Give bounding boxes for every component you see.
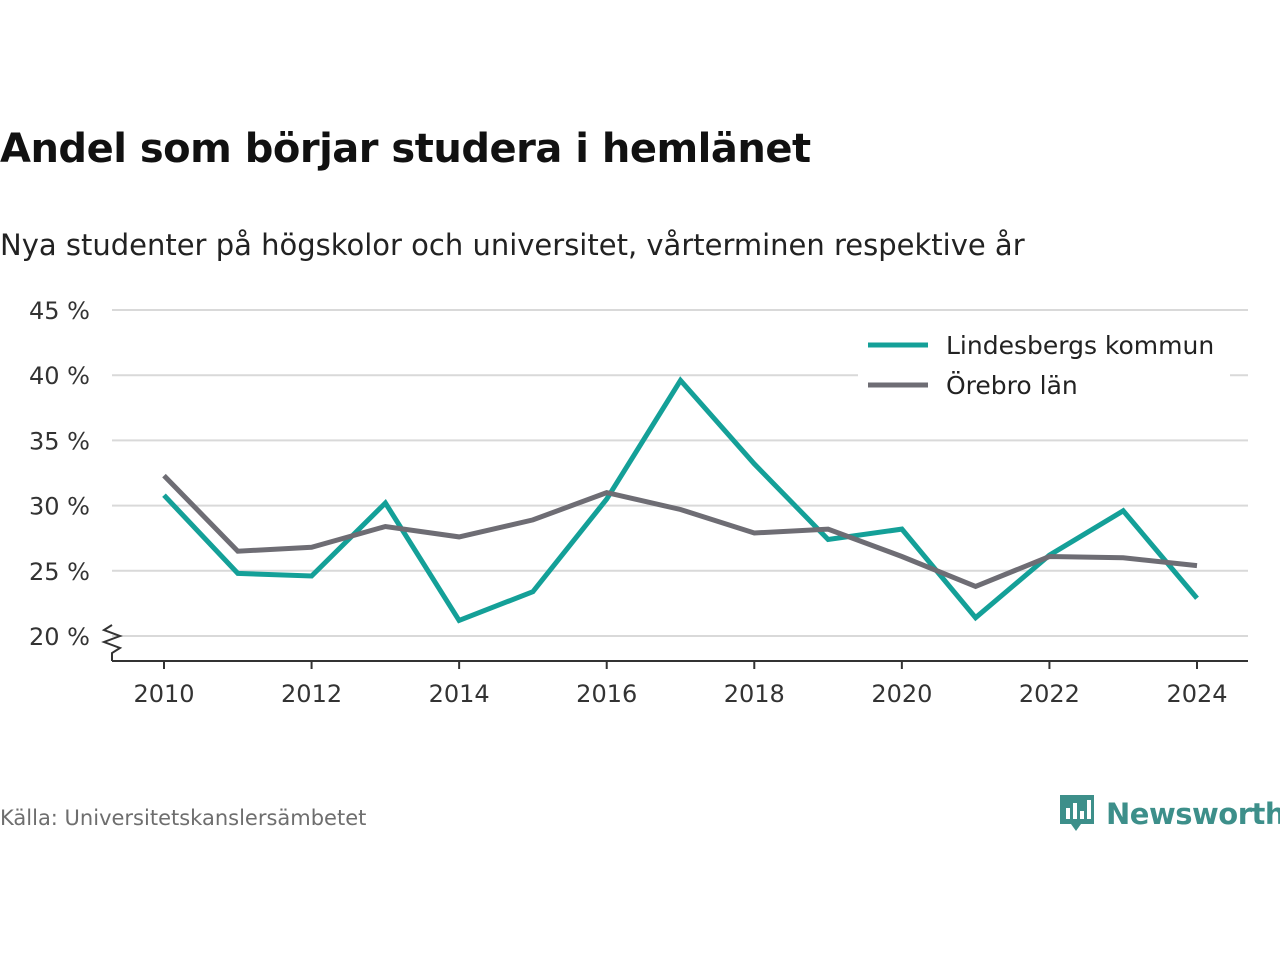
line-chart: 20 % 25 % 30 % 35 % 40 % 45 % 2010 2012 2014 2016…	[29, 297, 1248, 708]
x-tick-label: 2016	[576, 680, 637, 708]
x-tick-label: 2018	[724, 680, 785, 708]
legend: Lindesbergs kommun Örebro län	[858, 328, 1230, 412]
x-tick-label: 2012	[281, 680, 342, 708]
series-lines	[162, 376, 1199, 624]
x-tick-label: 2020	[871, 680, 932, 708]
legend-label: Örebro län	[946, 371, 1078, 400]
chart-title: Andel som börjar studera i hemlänet	[0, 126, 811, 172]
y-tick-label: 25 %	[29, 558, 90, 586]
legend-background	[858, 328, 1230, 412]
axis-break-icon	[101, 624, 123, 661]
chart-subtitle: Nya studenter på högskolor och universit…	[0, 228, 1025, 262]
y-tick-label: 20 %	[29, 623, 90, 651]
newsworthy-logo-icon	[1060, 795, 1094, 831]
series-line-lindesbergs-kommun	[162, 376, 1199, 624]
x-tick-label: 2010	[133, 680, 194, 708]
source-note: Källa: Universitetskanslersämbetet	[0, 806, 367, 830]
y-tick-label: 35 %	[29, 427, 90, 455]
brand-name: Newsworthy	[1106, 797, 1280, 831]
y-tick-label: 45 %	[29, 297, 90, 325]
newsworthy-brand: Newsworthy	[1058, 792, 1280, 836]
y-tick-label: 40 %	[29, 362, 90, 390]
x-tick-label: 2014	[429, 680, 490, 708]
axes: 20 % 25 % 30 % 35 % 40 % 45 % 2010 2012 2014 2016…	[29, 297, 1248, 708]
x-tick-label: 2024	[1166, 680, 1227, 708]
y-tick-label: 30 %	[29, 493, 90, 521]
legend-label: Lindesbergs kommun	[946, 331, 1214, 360]
gridlines	[112, 309, 1248, 637]
x-tick-label: 2022	[1019, 680, 1080, 708]
series-line-orebro-lan	[162, 473, 1198, 590]
